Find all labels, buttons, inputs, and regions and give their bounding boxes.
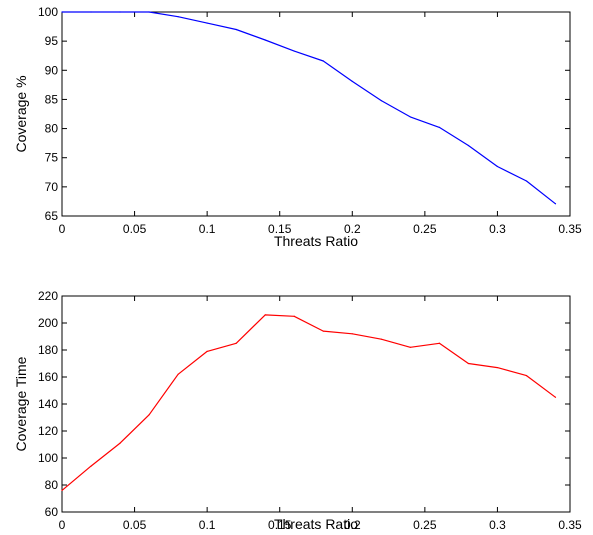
top-data-point (496, 165, 499, 168)
top-data-point (322, 60, 324, 62)
top-y-tick-label: 90 (45, 63, 59, 77)
bottom-data-point (322, 330, 324, 332)
bottom-x-axis-label: Threats Ratio (274, 516, 358, 532)
top-data-point (293, 50, 295, 52)
bottom-data-point (554, 396, 557, 398)
bottom-x-tick-label: 0.3 (489, 518, 506, 532)
bottom-data-point (496, 366, 499, 369)
bottom-data-point (351, 333, 353, 335)
top-x-tick-label: 0.1 (199, 222, 216, 236)
bottom-data-point (90, 465, 92, 467)
bottom-data-point (293, 315, 295, 317)
top-y-tick-label: 80 (45, 122, 59, 136)
top-series-line (62, 11, 556, 205)
top-y-tick-label: 75 (45, 151, 59, 165)
top-x-axis-label: Threats Ratio (274, 233, 358, 249)
bottom-y-tick-label: 160 (38, 370, 58, 384)
top-y-tick-label: 70 (45, 180, 59, 194)
bottom-data-point (177, 373, 179, 375)
bottom-data-point (235, 342, 237, 344)
bottom-chart: 0 0.05 0.1 0.15 0.2 0.25 0.3 0.35 60 80 100 120 140 1… (13, 289, 582, 532)
top-x-tick-label: 0.25 (413, 222, 437, 236)
top-x-tick-label: 0.2 (344, 222, 361, 236)
top-data-point (90, 11, 92, 13)
bottom-data-point (380, 338, 382, 340)
top-x-tick-label: 0.15 (268, 222, 292, 236)
bottom-y-tick-label: 100 (38, 451, 58, 465)
bottom-series-line (61, 314, 556, 491)
top-data-point (264, 39, 266, 41)
top-data-point (438, 126, 440, 129)
bottom-y-tick-label: 80 (45, 478, 59, 492)
bottom-y-tick-label: 220 (38, 289, 58, 303)
top-x-tick-label: 0.05 (123, 222, 147, 236)
top-data-point (206, 22, 208, 24)
top-plot-area (61, 11, 571, 217)
top-x-tick-label: 0 (59, 222, 66, 236)
bottom-y-tick-label: 180 (38, 343, 58, 357)
bottom-y-tick-label: 60 (45, 505, 59, 519)
bottom-data-point (148, 414, 150, 416)
bottom-data-point (438, 342, 440, 344)
top-data-point (61, 11, 63, 13)
top-data-point (119, 11, 121, 13)
bottom-y-tick-label: 200 (38, 316, 58, 330)
top-data-point (525, 180, 528, 182)
top-data-point (351, 80, 353, 82)
top-chart: 0 0.05 0.1 0.15 0.2 0.25 0.3 0.35 65 70 75 80 85 90 95… (13, 5, 582, 249)
bottom-x-tick-label: 0 (59, 518, 66, 532)
top-data-point (380, 99, 382, 102)
top-y-tick-label: 100 (38, 5, 58, 19)
top-x-tick-label: 0.35 (558, 222, 582, 236)
bottom-data-point (525, 375, 528, 377)
bottom-x-tick-label: 0.05 (123, 518, 147, 532)
top-x-tick-label: 0.3 (489, 222, 506, 236)
top-data-point (235, 28, 237, 31)
bottom-x-tick-label: 0.1 (199, 518, 216, 532)
top-data-point (409, 116, 411, 118)
bottom-data-point (264, 314, 266, 316)
bottom-data-point (206, 350, 208, 352)
bottom-y-axis-label: Coverage Time (13, 356, 29, 451)
bottom-x-tick-label: 0.25 (413, 518, 437, 532)
top-y-axis-label: Coverage % (13, 75, 29, 152)
top-data-point (467, 144, 469, 147)
top-y-tick-label: 65 (45, 209, 59, 223)
bottom-data-point (61, 489, 63, 491)
bottom-x-tick-label: 0.2 (344, 518, 361, 532)
top-y-tick-label: 85 (45, 92, 59, 106)
bottom-x-tick-label: 0.15 (268, 518, 292, 532)
bottom-y-tick-label: 140 (38, 397, 58, 411)
top-data-point (148, 11, 150, 13)
top-data-point (554, 203, 557, 205)
bottom-plot-area (61, 295, 571, 513)
bottom-data-point (467, 362, 469, 365)
bottom-data-point (119, 442, 121, 444)
top-data-point (177, 16, 179, 18)
bottom-y-tick-label: 120 (38, 424, 58, 438)
top-y-tick-label: 95 (45, 34, 59, 48)
bottom-data-point (409, 346, 411, 348)
bottom-x-tick-label: 0.35 (558, 518, 582, 532)
